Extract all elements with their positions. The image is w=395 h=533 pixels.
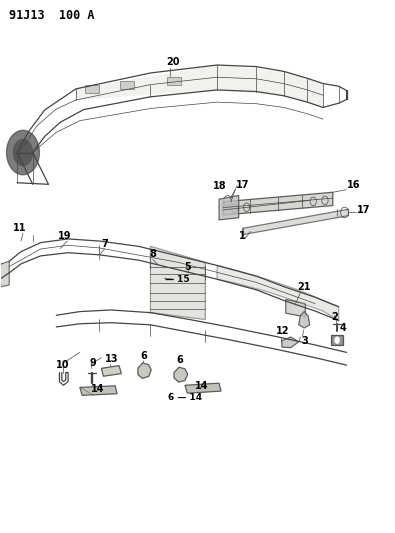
Text: 9: 9 bbox=[89, 358, 96, 368]
Text: — 15: — 15 bbox=[166, 276, 190, 285]
Polygon shape bbox=[223, 192, 333, 215]
Text: 16: 16 bbox=[346, 180, 360, 190]
Text: 4: 4 bbox=[339, 323, 346, 333]
Text: 14: 14 bbox=[91, 384, 104, 394]
Text: 13: 13 bbox=[105, 354, 118, 364]
Polygon shape bbox=[185, 383, 221, 393]
Text: 17: 17 bbox=[357, 205, 371, 215]
Polygon shape bbox=[120, 81, 134, 89]
Polygon shape bbox=[167, 77, 181, 85]
Polygon shape bbox=[80, 386, 117, 395]
Polygon shape bbox=[85, 85, 99, 93]
Circle shape bbox=[335, 336, 340, 344]
Text: 6 — 14: 6 — 14 bbox=[168, 393, 202, 402]
Polygon shape bbox=[0, 261, 9, 287]
Polygon shape bbox=[286, 300, 305, 317]
Text: 1: 1 bbox=[239, 231, 245, 241]
Text: 3: 3 bbox=[301, 336, 308, 346]
Text: 6: 6 bbox=[177, 355, 183, 365]
Polygon shape bbox=[282, 337, 299, 348]
Text: 18: 18 bbox=[213, 181, 227, 191]
Text: 20: 20 bbox=[166, 57, 180, 67]
Polygon shape bbox=[174, 367, 188, 382]
Polygon shape bbox=[299, 312, 310, 328]
Polygon shape bbox=[219, 196, 239, 220]
Text: 8: 8 bbox=[150, 248, 156, 259]
Text: 21: 21 bbox=[297, 282, 311, 292]
Text: 5: 5 bbox=[184, 262, 190, 272]
Text: 6: 6 bbox=[141, 351, 147, 361]
Polygon shape bbox=[102, 366, 121, 376]
Text: 2: 2 bbox=[331, 312, 338, 321]
Text: 17: 17 bbox=[236, 180, 249, 190]
Text: 14: 14 bbox=[195, 381, 208, 391]
Polygon shape bbox=[138, 363, 151, 378]
Polygon shape bbox=[76, 65, 323, 108]
Text: 19: 19 bbox=[58, 231, 72, 241]
Text: 7: 7 bbox=[102, 239, 108, 249]
Circle shape bbox=[6, 130, 40, 175]
Polygon shape bbox=[217, 265, 339, 320]
Text: 10: 10 bbox=[56, 360, 69, 370]
Polygon shape bbox=[243, 209, 348, 235]
Text: 12: 12 bbox=[276, 327, 290, 336]
Text: 91J13  100 A: 91J13 100 A bbox=[9, 10, 95, 22]
Circle shape bbox=[13, 139, 33, 166]
Polygon shape bbox=[331, 335, 343, 345]
Text: 11: 11 bbox=[13, 223, 26, 233]
Polygon shape bbox=[150, 246, 205, 319]
